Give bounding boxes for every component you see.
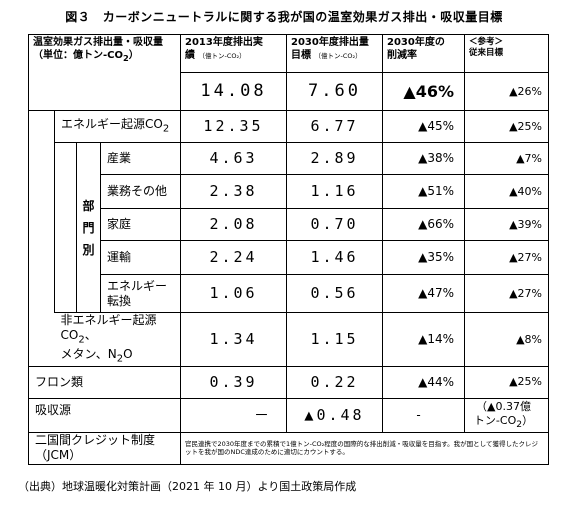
sector-rate: ▲47% xyxy=(382,274,465,313)
energy-rate: ▲45% xyxy=(382,110,465,143)
sector-reference: ▲27% xyxy=(464,240,549,275)
non-energy-label: 非エネルギー起源CO2、 メタン、N2O xyxy=(54,312,181,367)
energy-reference: ▲25% xyxy=(464,110,549,143)
table-row-total: 14.08 7.60 ▲46% ▲26% xyxy=(28,72,549,111)
sector-reference: ▲7% xyxy=(464,142,549,175)
figure-title: 図３ カーボンニュートラルに関する我が国の温室効果ガス排出・吸収量目標 xyxy=(65,10,503,24)
table-row-sector: 運輸 2.24 1.46 ▲35% ▲27% xyxy=(29,240,549,275)
fluoro-rate: ▲44% xyxy=(382,365,465,399)
energy-2013: 12.35 xyxy=(180,110,287,143)
sector-2030: 0.70 xyxy=(286,208,383,241)
sector-label-household: 家庭 xyxy=(100,208,181,241)
header-row: 温室効果ガス排出量・吸収量 （単位：億トン-CO2） 2013年度排出実 績 （… xyxy=(28,34,549,73)
sector-2030: 0.56 xyxy=(286,274,383,313)
table-row-sinks: 吸収源 － ▲0.48 - （▲0.37億 トン-CO2） xyxy=(28,397,549,433)
non-energy-2030: 1.15 xyxy=(286,312,383,367)
sector-label-commercial: 業務その他 xyxy=(100,174,181,209)
table-row-jcm: 二国間クレジット制度（JCM） 官民連携で2030年度までの累積で1億トン-CO… xyxy=(28,431,549,465)
sink-2013: － xyxy=(180,397,287,433)
sink-reference: （▲0.37億 トン-CO2） xyxy=(464,397,549,433)
table-row-sector: 部 門 別 産業 4.63 2.89 ▲38% ▲7% xyxy=(29,142,549,313)
sector-rate: ▲51% xyxy=(382,174,465,209)
table-row-sector: 業務その他 2.38 1.16 ▲51% ▲40% xyxy=(29,174,549,209)
table-row-sector: 家庭 2.08 0.70 ▲66% ▲39% xyxy=(29,208,549,241)
non-energy-rate: ▲14% xyxy=(382,312,465,367)
indent-spacer-bottom xyxy=(28,312,55,367)
header-2013: 2013年度排出実 績 （億トン-CO₂） xyxy=(180,34,287,73)
sector-2013: 1.06 xyxy=(180,274,287,313)
sector-2030: 1.16 xyxy=(286,174,383,209)
non-energy-reference: ▲8% xyxy=(464,312,549,367)
sector-2030: 1.46 xyxy=(286,240,383,275)
sector-label-transport: 運輸 xyxy=(100,240,181,275)
total-rate: ▲46% xyxy=(382,72,465,111)
sector-reference: ▲39% xyxy=(464,208,549,241)
fluoro-reference: ▲25% xyxy=(464,365,549,399)
sector-2013: 2.08 xyxy=(180,208,287,241)
indent-spacer xyxy=(28,110,55,313)
sink-label: 吸収源 xyxy=(28,397,181,433)
table-row-sector: エネルギー 転換 1.06 0.56 ▲47% ▲27% xyxy=(29,274,549,313)
sector-2013: 4.63 xyxy=(180,142,287,175)
energy-label: エネルギー起源CO2 xyxy=(54,110,181,143)
jcm-label: 二国間クレジット制度（JCM） xyxy=(28,431,181,465)
fluoro-2013: 0.39 xyxy=(180,365,287,399)
header-label-cell: 温室効果ガス排出量・吸収量 （単位：億トン-CO2） xyxy=(28,34,181,73)
total-2030: 7.60 xyxy=(286,72,383,111)
sector-reference: ▲27% xyxy=(464,274,549,313)
fluoro-2030: 0.22 xyxy=(286,365,383,399)
sink-2030: ▲0.48 xyxy=(286,397,383,433)
sector-2030: 2.89 xyxy=(286,142,383,175)
sector-group-label: 部 門 別 xyxy=(76,142,101,313)
table-row-energy: エネルギー起源CO2 12.35 6.77 ▲45% ▲25% xyxy=(28,110,549,313)
sector-label-energy-conversion: エネルギー 転換 xyxy=(100,274,181,313)
total-label-cell xyxy=(28,72,181,111)
sector-indent xyxy=(54,142,77,313)
sector-label-industry: 産業 xyxy=(100,142,181,175)
sector-reference: ▲40% xyxy=(464,174,549,209)
header-rate: 2030年度の 削減率 xyxy=(382,34,465,73)
total-reference: ▲26% xyxy=(464,72,549,111)
sector-2013: 2.24 xyxy=(180,240,287,275)
sink-rate: - xyxy=(382,397,465,433)
non-energy-2013: 1.34 xyxy=(180,312,287,367)
header-reference: ＜参考＞ 従来目標 xyxy=(464,34,549,73)
sector-rate: ▲66% xyxy=(382,208,465,241)
energy-2030: 6.77 xyxy=(286,110,383,143)
table-row-fluorocarbons: フロン類 0.39 0.22 ▲44% ▲25% xyxy=(28,365,549,399)
header-2030: 2030年度排出量 目標 （億トン-CO₂） xyxy=(286,34,383,73)
fluoro-label: フロン類 xyxy=(28,365,181,399)
sector-rate: ▲35% xyxy=(382,240,465,275)
table-row-non-energy: 非エネルギー起源CO2、 メタン、N2O 1.34 1.15 ▲14% ▲8% xyxy=(28,312,549,367)
emissions-table: 温室効果ガス排出量・吸収量 （単位：億トン-CO2） 2013年度排出実 績 （… xyxy=(28,34,549,465)
sector-2013: 2.38 xyxy=(180,174,287,209)
sector-rate: ▲38% xyxy=(382,142,465,175)
source-note: （出典）地球温暖化対策計画（2021 年 10 月）より国土政策局作成 xyxy=(18,480,357,493)
total-2013: 14.08 xyxy=(180,72,287,111)
jcm-note: 官民連携で2030年度までの累積で1億トン-CO₂程度の国際的な排出削減・吸収量… xyxy=(180,431,549,465)
